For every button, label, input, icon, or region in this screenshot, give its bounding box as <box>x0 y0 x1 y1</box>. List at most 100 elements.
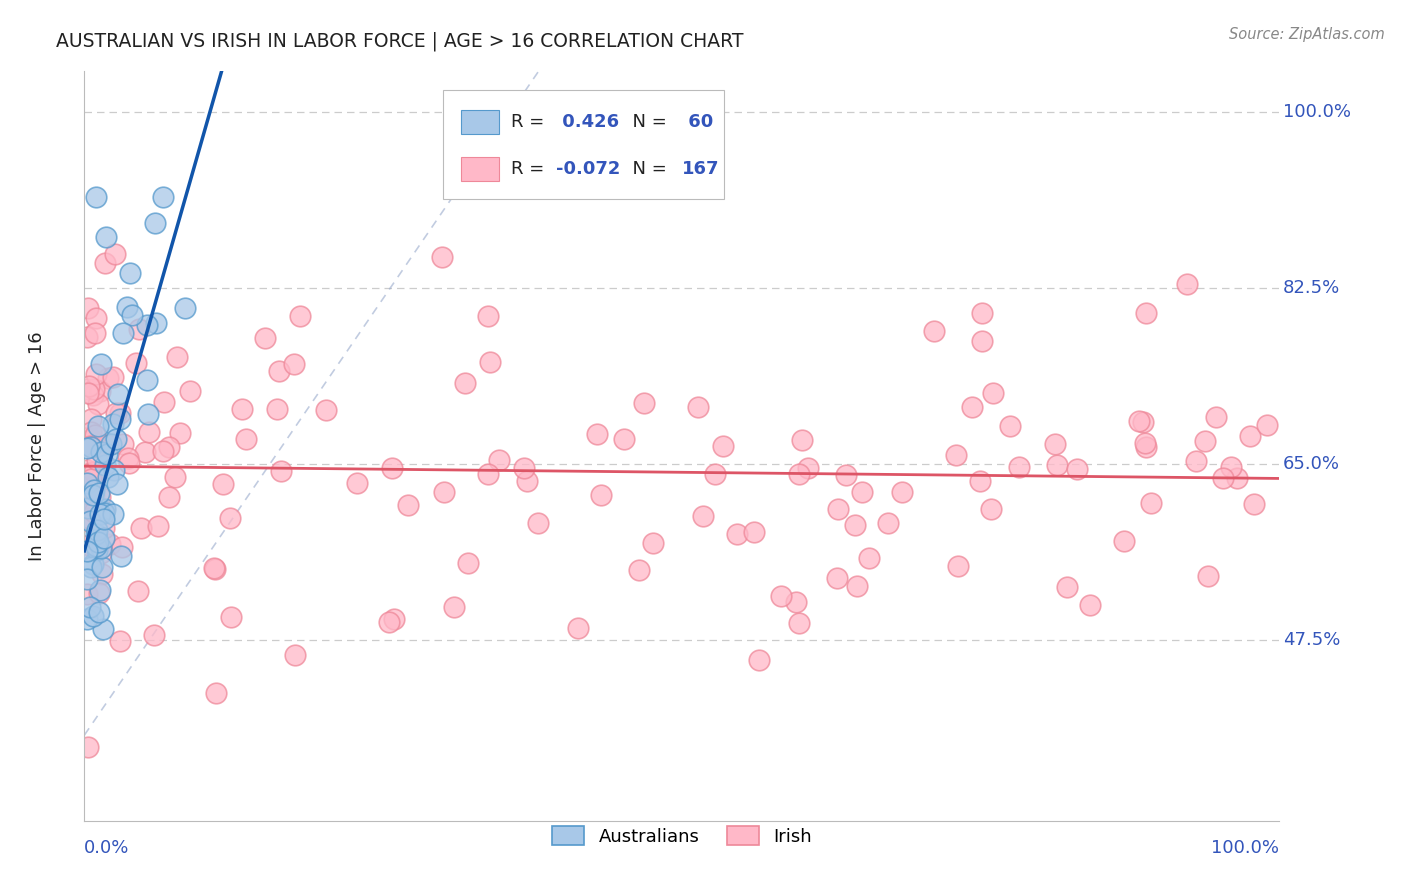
Point <box>235 433 257 447</box>
Point <box>111 326 134 341</box>
Point <box>969 474 991 488</box>
Point <box>76 514 98 528</box>
Point <box>152 443 174 458</box>
Point <box>163 469 186 483</box>
Point <box>613 432 636 446</box>
Point <box>104 246 127 260</box>
Point <box>93 506 115 520</box>
Point <box>121 308 143 322</box>
Point <box>457 556 479 570</box>
Point <box>80 412 103 426</box>
Point <box>284 648 307 662</box>
Point <box>315 403 337 417</box>
Point <box>87 485 110 500</box>
Point <box>433 485 456 500</box>
Text: Source: ZipAtlas.com: Source: ZipAtlas.com <box>1229 27 1385 42</box>
Point <box>219 609 242 624</box>
Text: 167: 167 <box>682 160 720 178</box>
Point <box>82 558 104 572</box>
Point <box>129 521 152 535</box>
Point <box>77 301 100 315</box>
Point <box>118 266 141 280</box>
Point <box>76 740 98 755</box>
Point <box>173 301 195 316</box>
Point <box>76 487 98 501</box>
Point <box>204 562 226 576</box>
Point <box>79 466 101 480</box>
Point <box>77 510 100 524</box>
Point <box>891 484 914 499</box>
Point <box>91 623 114 637</box>
Point <box>1239 429 1261 443</box>
Point <box>851 485 873 500</box>
Point <box>91 559 114 574</box>
Point <box>1008 459 1031 474</box>
Point <box>76 441 98 455</box>
Point <box>844 518 866 533</box>
Point <box>1056 580 1078 594</box>
Point <box>128 321 150 335</box>
Point <box>152 189 174 203</box>
Point <box>118 456 141 470</box>
Point <box>76 495 98 509</box>
Point <box>797 461 820 475</box>
Point <box>858 551 880 566</box>
Point <box>105 477 128 491</box>
Point <box>94 502 117 516</box>
Point <box>135 373 157 387</box>
Point <box>516 474 538 488</box>
Point <box>94 230 117 244</box>
Point <box>270 465 292 479</box>
Point <box>1066 462 1088 476</box>
Point <box>76 431 98 445</box>
Point <box>396 498 419 512</box>
Point <box>1197 568 1219 582</box>
Point <box>835 467 858 482</box>
Point <box>1177 277 1199 292</box>
Point <box>641 536 664 550</box>
Point <box>148 518 170 533</box>
Point <box>101 370 124 384</box>
Point <box>134 445 156 459</box>
Point <box>103 417 125 431</box>
FancyBboxPatch shape <box>461 157 499 181</box>
Point <box>90 541 112 555</box>
Point <box>111 437 134 451</box>
Text: 0.0%: 0.0% <box>84 839 129 857</box>
Point <box>93 512 115 526</box>
Point <box>91 504 114 518</box>
Point <box>145 316 167 330</box>
Point <box>692 509 714 524</box>
Point <box>82 388 104 402</box>
Point <box>478 355 501 369</box>
Point <box>84 368 107 382</box>
Point <box>204 686 226 700</box>
Point <box>76 612 98 626</box>
Point <box>567 621 589 635</box>
Point <box>117 451 139 466</box>
Point <box>136 408 159 422</box>
Point <box>1243 498 1265 512</box>
Point <box>846 579 869 593</box>
Point <box>86 453 108 467</box>
Point <box>76 463 98 477</box>
Point <box>946 559 969 574</box>
Point <box>86 523 108 537</box>
Point <box>1135 440 1157 454</box>
Point <box>981 386 1004 401</box>
Point <box>512 460 534 475</box>
Point <box>945 448 967 462</box>
Point <box>79 600 101 615</box>
Point <box>79 538 101 552</box>
Point <box>1205 410 1227 425</box>
Point <box>125 356 148 370</box>
Point <box>477 310 499 324</box>
Point <box>1078 598 1101 612</box>
Point <box>82 440 104 454</box>
Point <box>93 256 115 270</box>
Point <box>108 412 131 426</box>
Point <box>970 306 993 320</box>
Point <box>787 467 810 482</box>
Point <box>86 540 108 554</box>
Point <box>83 489 105 503</box>
